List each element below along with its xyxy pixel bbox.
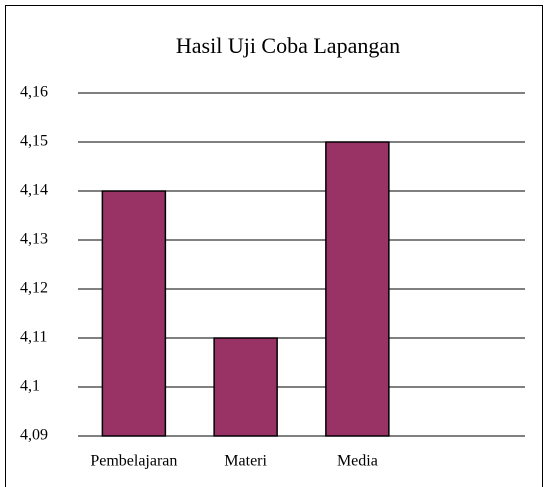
- x-tick-label: Pembelajaran: [90, 453, 177, 470]
- y-tick-label: 4,09: [20, 427, 48, 444]
- bar: [325, 141, 390, 437]
- bar: [101, 190, 167, 437]
- y-tick-label: 4,12: [20, 280, 48, 297]
- y-tick-label: 4,15: [20, 133, 48, 150]
- bar: [213, 337, 278, 437]
- y-tick-label: 4,11: [20, 329, 47, 346]
- chart-title: Hasil Uji Coba Lapangan: [176, 33, 400, 58]
- y-tick-label: 4,16: [20, 84, 48, 101]
- y-tick-label: 4,1: [20, 378, 40, 395]
- x-tick-label: Media: [337, 453, 378, 470]
- y-tick-label: 4,13: [20, 231, 48, 248]
- chart-frame: [5, 5, 543, 487]
- x-tick-label: Materi: [224, 453, 267, 470]
- y-tick-label: 4,14: [20, 182, 48, 199]
